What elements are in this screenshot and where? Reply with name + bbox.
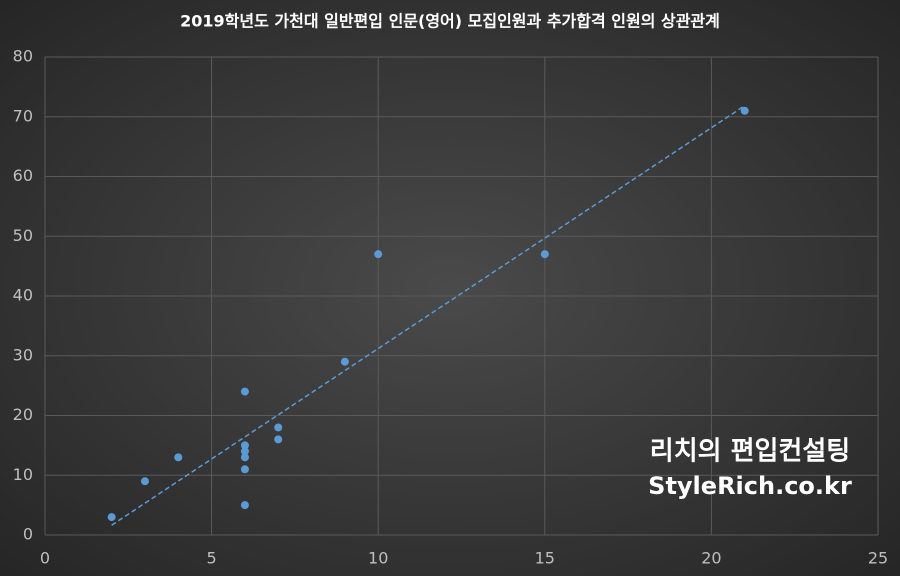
scatter-point bbox=[240, 387, 249, 396]
scatter-point bbox=[240, 501, 249, 510]
scatter-point bbox=[240, 441, 249, 450]
x-tick-label: 10 bbox=[368, 549, 388, 568]
x-tick-label: 0 bbox=[40, 549, 50, 568]
chart-title: 2019학년도 가천대 일반편입 인문(영어) 모집인원과 추가합격 인원의 상… bbox=[180, 12, 720, 31]
x-tick-label: 5 bbox=[207, 549, 217, 568]
scatter-point bbox=[240, 447, 249, 456]
x-tick-label: 15 bbox=[535, 549, 555, 568]
y-tick-label: 70 bbox=[13, 106, 33, 125]
y-tick-label: 30 bbox=[13, 345, 33, 364]
y-tick-label: 40 bbox=[13, 286, 33, 305]
scatter-point bbox=[240, 453, 249, 462]
scatter-point bbox=[274, 423, 283, 432]
y-tick-label: 80 bbox=[13, 47, 33, 66]
watermark: 리치의 편입컨설팅 bbox=[650, 437, 850, 467]
scatter-point bbox=[374, 250, 383, 259]
scatter-point bbox=[740, 106, 749, 115]
scatter-point bbox=[174, 453, 183, 462]
x-tick-label: 25 bbox=[868, 549, 888, 568]
scatter-point bbox=[340, 357, 349, 366]
y-tick-label: 10 bbox=[13, 465, 33, 484]
scatter-point bbox=[140, 477, 149, 486]
scatter-point bbox=[240, 465, 249, 474]
watermark: StyleRich.co.kr bbox=[648, 472, 852, 500]
trendline bbox=[111, 105, 746, 526]
scatter-point bbox=[107, 513, 116, 522]
x-tick-label: 20 bbox=[701, 549, 721, 568]
scatter-point bbox=[274, 435, 283, 444]
y-tick-label: 20 bbox=[13, 405, 33, 424]
y-tick-label: 50 bbox=[13, 226, 33, 245]
scatter-point bbox=[540, 250, 549, 259]
y-tick-label: 0 bbox=[23, 525, 33, 544]
y-tick-label: 60 bbox=[13, 166, 33, 185]
